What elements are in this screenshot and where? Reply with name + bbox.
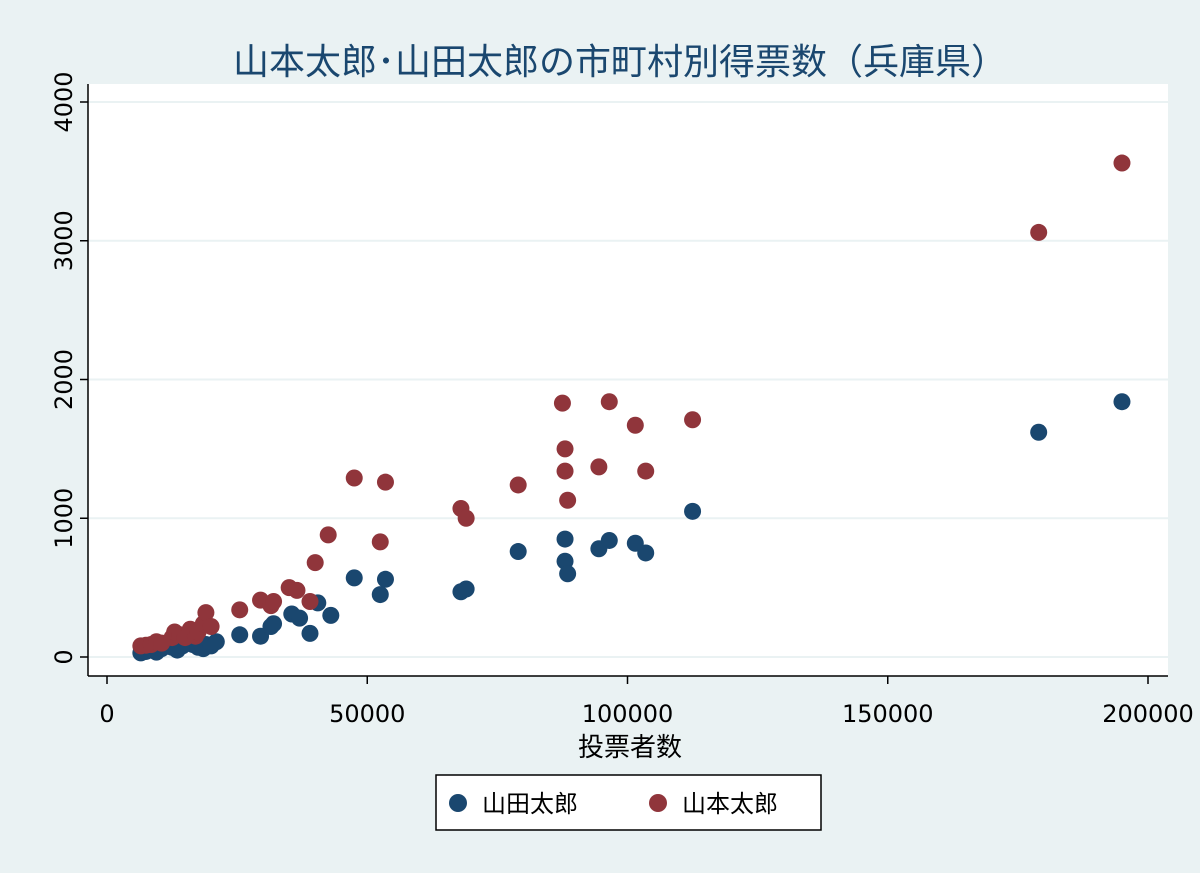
data-point xyxy=(371,586,389,604)
data-point xyxy=(345,469,363,487)
data-point xyxy=(306,554,324,572)
data-point xyxy=(509,543,527,561)
data-point xyxy=(291,609,309,627)
data-point xyxy=(1030,223,1048,241)
data-point xyxy=(207,633,225,651)
plot-area xyxy=(88,84,1168,676)
data-point xyxy=(457,580,475,598)
data-point xyxy=(1113,393,1131,411)
data-point xyxy=(301,593,319,610)
data-point xyxy=(197,604,215,622)
data-point xyxy=(265,615,283,633)
y-tick-label: 3000 xyxy=(50,210,78,271)
data-point xyxy=(559,491,577,509)
data-point xyxy=(509,476,527,494)
data-point xyxy=(556,440,574,458)
data-point xyxy=(637,544,655,562)
data-point xyxy=(559,565,577,583)
data-point xyxy=(345,569,363,587)
legend: 山田太郎 山本太郎 xyxy=(435,774,822,831)
x-tick-label: 50000 xyxy=(329,700,405,728)
data-point xyxy=(322,606,340,624)
x-tick-label: 100000 xyxy=(582,700,674,728)
x-axis-ticks: 0 50000 100000 150000 200000 xyxy=(99,676,1194,728)
data-point xyxy=(319,526,337,544)
data-point xyxy=(556,530,574,548)
data-point xyxy=(1030,423,1048,441)
data-point xyxy=(684,502,702,520)
legend-label-yamamoto: 山本太郎 xyxy=(682,790,778,818)
data-point xyxy=(301,624,319,642)
data-point xyxy=(684,411,702,429)
y-tick-label: 2000 xyxy=(50,349,78,410)
data-point xyxy=(265,593,283,610)
y-tick-label: 0 xyxy=(50,649,78,664)
data-point xyxy=(637,462,655,480)
y-tick-label: 4000 xyxy=(50,71,78,132)
data-point xyxy=(376,473,394,491)
x-tick-label: 150000 xyxy=(842,700,934,728)
data-points xyxy=(132,154,1131,662)
series-1 xyxy=(132,154,1131,655)
y-tick-label: 1000 xyxy=(50,488,78,549)
data-point xyxy=(590,458,608,476)
x-axis-title: 投票者数 xyxy=(578,733,682,763)
x-tick-label: 0 xyxy=(99,700,114,728)
data-point xyxy=(600,531,618,549)
data-point xyxy=(202,617,220,635)
data-point xyxy=(371,533,389,551)
data-point xyxy=(626,416,644,434)
legend-marker-yamada xyxy=(449,794,467,812)
legend-box xyxy=(435,774,822,831)
data-point xyxy=(231,626,249,644)
grid-lines xyxy=(88,101,1168,658)
data-point xyxy=(1113,154,1131,172)
data-point xyxy=(600,393,618,411)
legend-label-yamada: 山田太郎 xyxy=(482,790,578,818)
data-point xyxy=(376,570,394,588)
data-point xyxy=(457,509,475,527)
y-axis-ticks: 0 1000 2000 3000 4000 xyxy=(50,71,88,665)
x-tick-label: 200000 xyxy=(1102,700,1194,728)
legend-marker-yamamoto xyxy=(649,794,667,812)
data-point xyxy=(288,581,306,599)
data-point xyxy=(553,394,571,412)
chart-title: 山本太郎･山田太郎の市町村別得票数（兵庫県） xyxy=(233,42,1007,83)
data-point xyxy=(231,601,249,619)
data-point xyxy=(556,462,574,480)
